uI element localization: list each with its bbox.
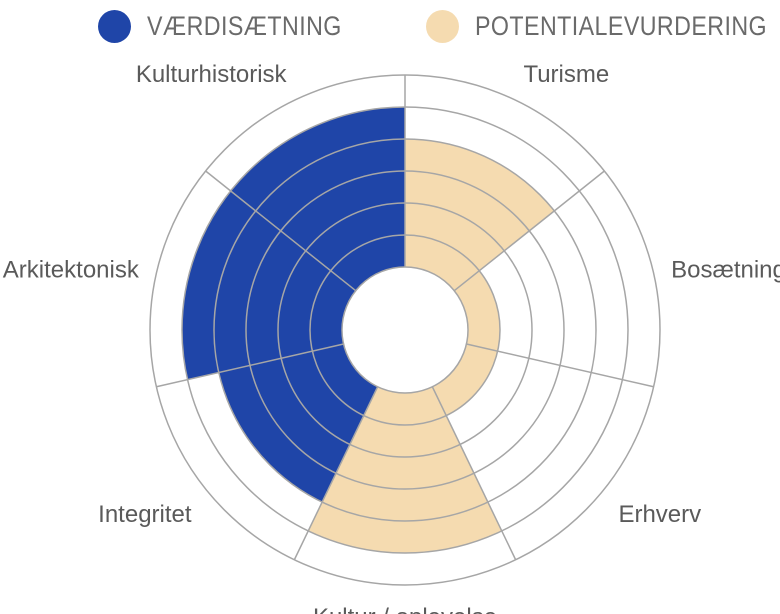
category-label-bosætning: Bosætning <box>671 256 780 283</box>
grid-divider-2 <box>466 343 654 388</box>
category-label-arkitektonisk: Arkitektonisk <box>3 256 140 283</box>
bar-turisme <box>405 139 555 291</box>
grid-ring-0 <box>341 266 469 394</box>
grid-divider-5 <box>156 343 344 388</box>
grid-divider-4 <box>293 386 379 561</box>
chart-bars <box>181 107 555 554</box>
bar-kultur-oplevelse <box>308 386 502 554</box>
bar-arkitektonisk <box>181 190 356 380</box>
category-label-kultur-oplevelse: Kultur / oplevelse <box>313 604 497 614</box>
legend-item-vaerdisaetning: VÆRDISÆTNING <box>98 9 374 43</box>
category-label-integritet: Integritet <box>98 501 192 528</box>
legend: VÆRDISÆTNING POTENTIALEVURDERING <box>98 6 780 46</box>
grid-divider-3 <box>431 386 517 561</box>
category-label-turisme: Turisme <box>523 61 609 88</box>
bar-integritet <box>218 344 378 503</box>
category-labels: Turisme Bosætning Erhverv Kultur / oplevels… <box>3 61 780 614</box>
bar-bosætning <box>454 270 500 352</box>
legend-swatch-vaerdisaetning <box>98 9 131 43</box>
grid-divider-6 <box>205 170 357 292</box>
legend-item-potentialevurdering: POTENTIALEVURDERING <box>425 9 780 43</box>
legend-swatch-potentialevurdering <box>425 9 459 43</box>
bar-erhverv <box>432 344 498 416</box>
chart-grid <box>149 74 661 586</box>
category-label-erhverv: Erhverv <box>618 501 701 528</box>
legend-label-potentialevurdering: POTENTIALEVURDERING <box>474 10 767 41</box>
legend-label-vaerdisaetning: VÆRDISÆTNING <box>147 10 342 41</box>
grid-divider-1 <box>453 170 605 292</box>
category-label-kulturhistorisk: Kulturhistorisk <box>136 61 288 88</box>
